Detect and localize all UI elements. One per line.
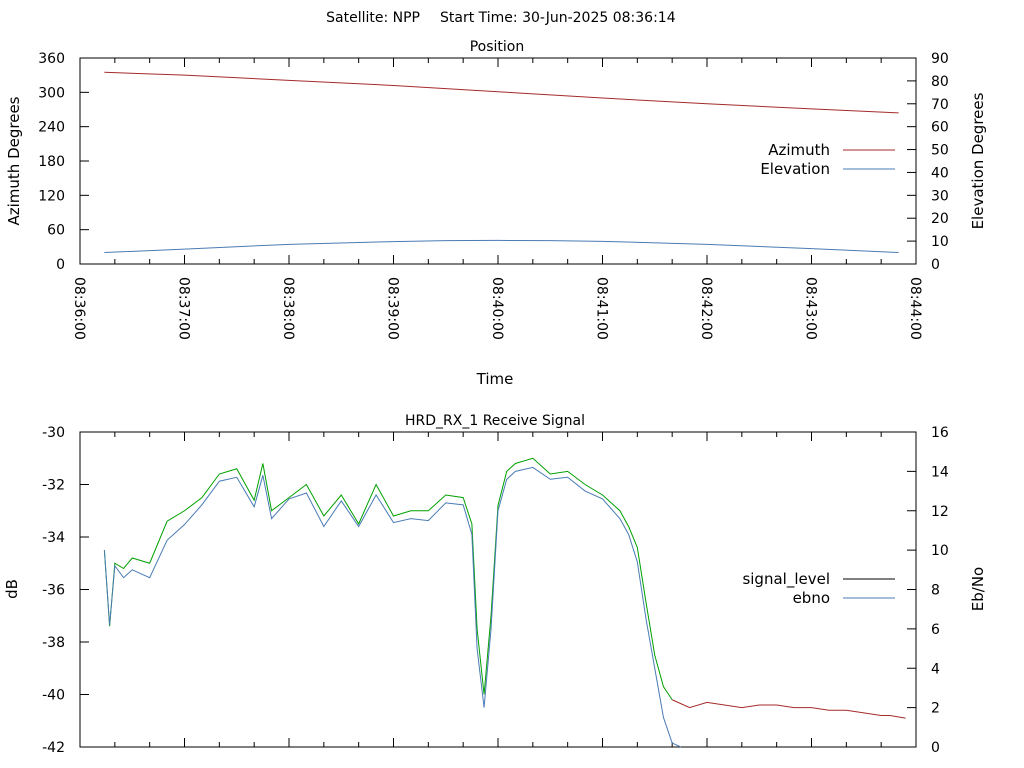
y2-tick-label: 10 (931, 543, 949, 559)
y2-tick-label: 80 (931, 74, 949, 90)
y2-tick-label: 12 (931, 504, 949, 520)
elevation-line (104, 239, 899, 254)
y-tick-label: 240 (38, 120, 65, 136)
elevation-axis-label: Elevation Degrees (969, 92, 987, 229)
y2-tick-label: 16 (931, 425, 949, 441)
y2-tick-label: 4 (931, 661, 940, 677)
x-tick-label: 08:36:00 (71, 277, 87, 340)
y2-tick-label: 70 (931, 97, 949, 113)
y2-tick-label: 0 (931, 740, 940, 756)
signal-plot-frame (79, 431, 917, 748)
receive-signal-chart-title: HRD_RX_1 Receive Signal (405, 413, 585, 429)
y2-tick-label: 0 (931, 257, 940, 273)
signal-level-line (103, 457, 673, 701)
azimuth-line (104, 71, 899, 114)
y2-tick-label: 14 (931, 464, 949, 480)
signal-level-legend-label: signal_level (742, 570, 830, 589)
x-tick-label: 08:42:00 (698, 277, 714, 340)
y-tick-label: 120 (38, 188, 65, 204)
y-tick-label: -30 (42, 425, 65, 441)
y-tick-label: -42 (42, 740, 65, 756)
y2-tick-label: 50 (931, 143, 949, 159)
ebno-axis-label: Eb/No (969, 567, 987, 611)
y-tick-label: 0 (56, 257, 65, 273)
y-tick-label: 360 (38, 51, 65, 67)
start-time-label: Start Time: 30-Jun-2025 08:36:14 (440, 10, 676, 26)
signal-level-line-unlocked (671, 699, 906, 719)
x-tick-label: 08:38:00 (280, 277, 296, 340)
x-tick-label: 08:43:00 (803, 277, 819, 340)
azimuth-legend-label: Azimuth (768, 141, 830, 159)
y2-tick-label: 90 (931, 51, 949, 67)
y2-tick-label: 2 (931, 701, 940, 717)
y-tick-label: -38 (42, 635, 65, 651)
y-tick-label: 60 (47, 223, 65, 239)
x-tick-label: 08:44:00 (907, 277, 923, 340)
y2-tick-label: 60 (931, 120, 949, 136)
y-tick-label: 180 (38, 154, 65, 170)
x-tick-label: 08:39:00 (385, 277, 401, 340)
y-tick-label: -34 (42, 530, 65, 546)
y2-tick-label: 40 (931, 165, 949, 181)
time-axis-label: Time (476, 370, 514, 388)
ebno-line (103, 466, 682, 748)
x-tick-label: 08:40:00 (489, 277, 505, 340)
position-chart: Position Azimuth Degrees Elevation Degre… (5, 39, 987, 388)
y-tick-label: -36 (42, 583, 65, 599)
y2-tick-label: 8 (931, 583, 940, 599)
x-tick-label: 08:41:00 (594, 277, 610, 340)
y2-tick-label: 30 (931, 188, 949, 204)
y2-tick-label: 10 (931, 234, 949, 250)
receive-signal-chart: HRD_RX_1 Receive Signal dB Eb/No -42 -40 -… (3, 413, 987, 756)
y-tick-label: -32 (42, 478, 65, 494)
y-tick-label: 300 (38, 85, 65, 101)
y2-tick-label: 6 (931, 622, 940, 638)
y2-tick-label: 20 (931, 211, 949, 227)
x-tick-label: 08:37:00 (176, 277, 192, 340)
elevation-legend-label: Elevation (760, 160, 830, 178)
satellite-label: Satellite: NPP (326, 10, 420, 26)
y-tick-label: -40 (42, 688, 65, 704)
position-chart-title: Position (470, 39, 525, 55)
azimuth-axis-label: Azimuth Degrees (5, 96, 23, 225)
ebno-legend-label: ebno (793, 589, 830, 607)
db-axis-label: dB (3, 579, 21, 599)
